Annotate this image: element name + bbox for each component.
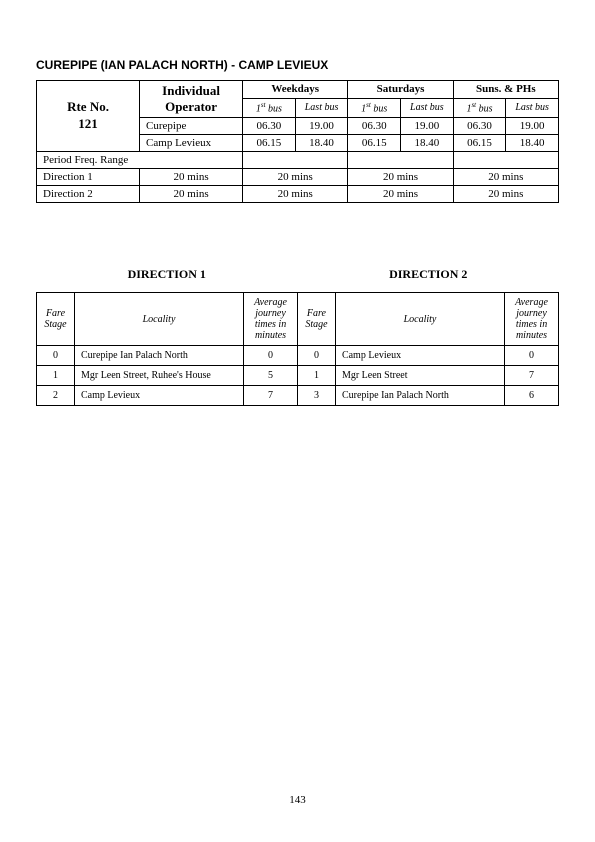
route-cell: Rte No. 121 (37, 81, 140, 152)
fare-locality: Curepipe Ian Palach North (335, 386, 504, 406)
fare-header-row: FareStage Locality Average journey times… (37, 293, 559, 346)
fare-row: 1 Mgr Leen Street, Ruhee's House 5 1 Mgr… (37, 366, 559, 386)
freq-blank (453, 152, 558, 169)
origin-name-0: Curepipe (140, 118, 243, 135)
direction-1-header: DIRECTION 1 (36, 267, 298, 282)
dir-val: 20 mins (243, 169, 348, 186)
time-cell: 06.30 (453, 118, 506, 135)
fare-time: 5 (244, 366, 298, 386)
page: CUREPIPE (IAN PALACH NORTH) - CAMP LEVIE… (0, 0, 595, 842)
fare-row: 0 Curepipe Ian Palach North 0 0 Camp Lev… (37, 346, 559, 366)
first-bus-hdr-0: 1st bus (243, 98, 296, 117)
time-cell: 06.30 (243, 118, 296, 135)
fare-time: 7 (505, 366, 559, 386)
time-cell: 19.00 (506, 118, 559, 135)
schedule-header-row-1: Rte No. 121 Individual Operator Weekdays… (37, 81, 559, 99)
fare-table: FareStage Locality Average journey times… (36, 292, 559, 406)
dir-val: 20 mins (140, 169, 243, 186)
fare-time: 0 (244, 346, 298, 366)
time-cell: 19.00 (401, 118, 454, 135)
fare-locality: Camp Levieux (335, 346, 504, 366)
dir-val: 20 mins (453, 169, 558, 186)
time-cell: 06.30 (348, 118, 401, 135)
locality-hdr: Locality (335, 293, 504, 346)
direction-2-header: DIRECTION 2 (298, 267, 560, 282)
direction-header-row: DIRECTION 1 DIRECTION 2 (36, 267, 559, 282)
time-hdr: Average journey times in minutes (244, 293, 298, 346)
dir-val: 20 mins (243, 186, 348, 203)
schedule-table: Rte No. 121 Individual Operator Weekdays… (36, 80, 559, 203)
fare-stage: 0 (297, 346, 335, 366)
fare-stage: 0 (37, 346, 75, 366)
dir-val: 20 mins (348, 186, 453, 203)
fare-row: 2 Camp Levieux 7 3 Curepipe Ian Palach N… (37, 386, 559, 406)
dir-val: 20 mins (453, 186, 558, 203)
origin-name-1: Camp Levieux (140, 135, 243, 152)
time-cell: 18.40 (506, 135, 559, 152)
operator-header: Individual Operator (140, 81, 243, 118)
dir-val: 20 mins (348, 169, 453, 186)
first-bus-hdr-1: 1st bus (348, 98, 401, 117)
fare-time: 6 (505, 386, 559, 406)
day-header-2: Suns. & PHs (453, 81, 558, 99)
last-bus-hdr-0: Last bus (295, 98, 348, 117)
last-bus-hdr-2: Last bus (506, 98, 559, 117)
time-cell: 19.00 (295, 118, 348, 135)
fare-locality: Mgr Leen Street, Ruhee's House (74, 366, 243, 386)
time-cell: 18.40 (295, 135, 348, 152)
time-cell: 06.15 (243, 135, 296, 152)
fare-time: 0 (505, 346, 559, 366)
freq-blank (348, 152, 453, 169)
fare-stage-hdr: FareStage (297, 293, 335, 346)
fare-locality: Mgr Leen Street (335, 366, 504, 386)
last-bus-hdr-1: Last bus (401, 98, 454, 117)
freq-blank (243, 152, 348, 169)
day-header-1: Saturdays (348, 81, 453, 99)
direction-row-1: Direction 1 20 mins 20 mins 20 mins 20 m… (37, 169, 559, 186)
time-cell: 06.15 (453, 135, 506, 152)
dir-label-1: Direction 1 (37, 169, 140, 186)
route-number: 121 (78, 116, 98, 131)
dir-label-2: Direction 2 (37, 186, 140, 203)
page-title: CUREPIPE (IAN PALACH NORTH) - CAMP LEVIE… (36, 58, 559, 72)
freq-label: Period Freq. Range (37, 152, 243, 169)
fare-stage: 1 (37, 366, 75, 386)
time-cell: 18.40 (401, 135, 454, 152)
route-label: Rte No. (67, 99, 109, 114)
fare-stage-hdr: FareStage (37, 293, 75, 346)
fare-stage: 1 (297, 366, 335, 386)
day-header-0: Weekdays (243, 81, 348, 99)
time-hdr: Average journey times in minutes (505, 293, 559, 346)
direction-row-2: Direction 2 20 mins 20 mins 20 mins 20 m… (37, 186, 559, 203)
page-number: 143 (0, 794, 595, 806)
fare-locality: Camp Levieux (74, 386, 243, 406)
fare-time: 7 (244, 386, 298, 406)
fare-locality: Curepipe Ian Palach North (74, 346, 243, 366)
locality-hdr: Locality (74, 293, 243, 346)
fare-stage: 3 (297, 386, 335, 406)
freq-label-row: Period Freq. Range (37, 152, 559, 169)
time-cell: 06.15 (348, 135, 401, 152)
dir-val: 20 mins (140, 186, 243, 203)
fare-stage: 2 (37, 386, 75, 406)
first-bus-hdr-2: 1st bus (453, 98, 506, 117)
